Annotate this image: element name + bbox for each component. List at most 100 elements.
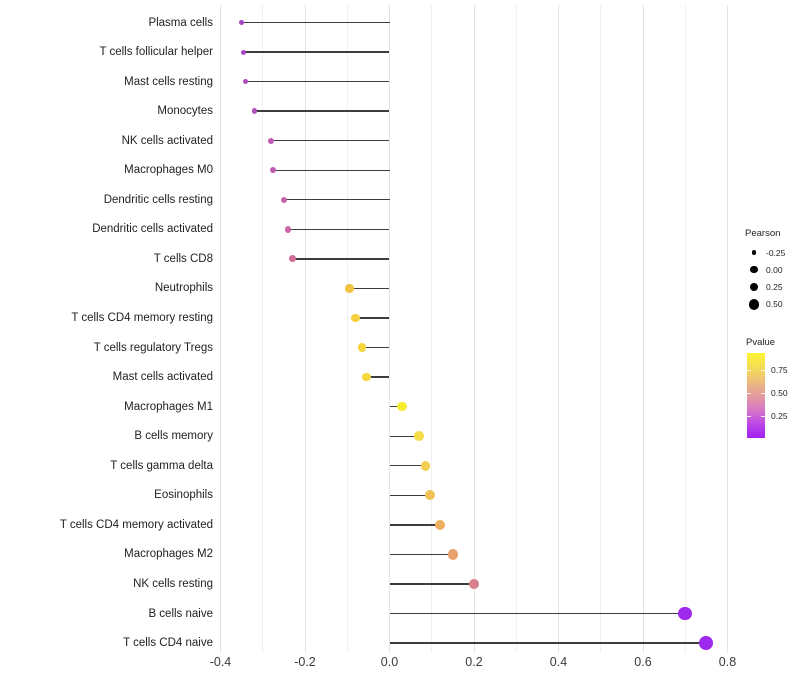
lollipop-stem [389, 553, 453, 556]
data-point-dot [678, 606, 692, 621]
category-label: T cells CD4 memory activated [59, 518, 213, 531]
lollipop-stem [273, 169, 390, 171]
lollipop-stem [389, 494, 430, 496]
lollipop-stem [389, 405, 403, 408]
category-label: T cells regulatory Tregs [93, 341, 213, 354]
gridline-major [304, 5, 306, 653]
pearson-legend-value-label: 0.00 [766, 264, 783, 275]
x-axis-tick-label: 0.4 [549, 655, 568, 669]
lollipop-stem [288, 228, 390, 231]
category-label: Plasma cells [148, 16, 213, 29]
pvalue-gradient-tick-mark [761, 369, 765, 371]
data-point-dot [284, 226, 292, 233]
gridline-major [558, 5, 559, 653]
pearson-legend-dot [750, 266, 758, 274]
category-label: B cells memory [134, 430, 213, 443]
pearson-legend-value-label: -0.25 [766, 247, 786, 258]
pearson-legend-value-label: 0.50 [766, 299, 783, 310]
data-point-dot [268, 137, 275, 144]
category-label: T cells CD4 naive [123, 637, 213, 650]
category-label: NK cells activated [121, 134, 213, 147]
data-point-dot [420, 460, 431, 471]
lollipop-stem [389, 524, 441, 526]
pvalue-legend-tick-label: 0.75 [771, 364, 788, 375]
data-point-dot [351, 313, 360, 323]
lollipop-stem [389, 465, 426, 467]
category-label: Mast cells activated [112, 371, 213, 384]
data-point-dot [243, 79, 249, 85]
category-label: Monocytes [157, 105, 213, 118]
lollipop-stem [243, 51, 390, 53]
category-label: Mast cells resting [124, 75, 213, 88]
lollipop-stem [362, 346, 390, 349]
data-point-dot [357, 343, 367, 352]
gridline-minor [346, 5, 348, 653]
category-label: Macrophages M0 [124, 164, 213, 177]
pvalue-gradient-tick-mark [761, 392, 765, 394]
category-label: Neutrophils [154, 282, 213, 295]
pvalue-gradient-bar [747, 353, 765, 438]
category-label: Macrophages M2 [124, 548, 213, 561]
data-point-dot [251, 108, 258, 114]
pvalue-legend-tick-label: 0.25 [771, 410, 788, 421]
pearson-legend-dot [751, 250, 757, 255]
pearson-legend-value-label: 0.25 [766, 282, 783, 293]
pvalue-legend-tick-label: 0.50 [771, 387, 788, 398]
lollipop-stem [292, 258, 390, 260]
x-axis-tick-label: 0.6 [634, 655, 652, 669]
data-point-dot [361, 372, 371, 382]
pvalue-legend-title: Pvalue [746, 337, 776, 348]
category-label: NK cells resting [133, 577, 213, 590]
gridline-minor [431, 5, 433, 653]
gridline-major [389, 5, 390, 653]
x-axis-tick-label: 0.0 [380, 655, 399, 669]
data-point-dot [447, 549, 458, 560]
category-label: B cells naive [148, 607, 213, 620]
lollipop-stem [254, 110, 390, 112]
data-point-dot [280, 196, 288, 204]
pvalue-gradient-tick-mark [761, 415, 765, 417]
pvalue-gradient-tick-mark [747, 369, 751, 371]
data-point-dot [397, 401, 407, 412]
gridline-minor [684, 5, 686, 653]
pvalue-gradient-tick-mark [747, 392, 751, 394]
gridline-minor [515, 5, 517, 653]
x-axis-tick-label: 0.8 [718, 655, 737, 669]
category-label: Dendritic cells resting [103, 193, 213, 206]
category-label: Dendritic cells activated [92, 223, 213, 236]
lollipop-stem [245, 80, 390, 83]
lollipop-stem [241, 21, 390, 24]
lollipop-stem [366, 376, 390, 378]
data-point-dot [468, 578, 480, 590]
lollipop-stem [355, 317, 390, 319]
data-point-dot [345, 284, 354, 293]
lollipop-stem [349, 287, 390, 290]
pearson-legend-title: Pearson [745, 228, 781, 239]
x-axis-tick-label: 0.2 [465, 655, 483, 669]
lollipop-stem [283, 199, 390, 201]
gridline-minor [262, 5, 264, 653]
category-label: T cells CD8 [153, 252, 213, 265]
gridline-major [473, 5, 475, 653]
lollipop-stem [389, 435, 420, 437]
gridline-major [727, 5, 728, 653]
category-label: T cells follicular helper [99, 46, 213, 59]
lollipop-stem [389, 583, 474, 585]
data-point-dot [414, 431, 424, 442]
lollipop-stem [389, 642, 707, 644]
data-point-dot [424, 490, 435, 501]
lollipop-stem [389, 612, 686, 615]
data-point-dot [288, 255, 296, 263]
pearson-legend-dot [748, 299, 760, 310]
category-label: T cells gamma delta [110, 459, 213, 472]
data-point-dot [270, 167, 277, 174]
x-axis-tick-label: -0.4 [209, 655, 232, 669]
pvalue-gradient-tick-mark [747, 415, 751, 417]
category-label: Eosinophils [154, 489, 213, 502]
gridline-major [220, 5, 221, 653]
data-point-dot [699, 636, 714, 650]
category-label: Macrophages M1 [124, 400, 213, 413]
category-label: T cells CD4 memory resting [71, 312, 213, 324]
lollipop-stem [271, 140, 390, 142]
